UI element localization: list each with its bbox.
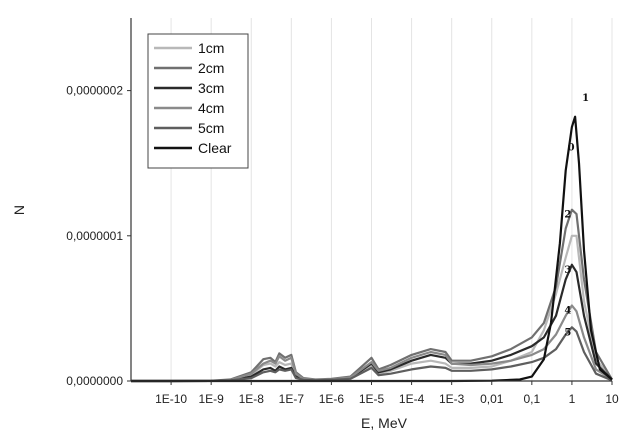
series-line-5cm: [131, 326, 613, 383]
legend-entry: 3cm: [198, 80, 224, 96]
legend-entry: 5cm: [198, 120, 224, 136]
x-tick-label: 1E-9: [198, 392, 224, 406]
x-tick-label: 0,01: [480, 392, 504, 406]
x-tick-label: 1: [569, 392, 576, 406]
x-tick-label: 1E-7: [279, 392, 305, 406]
y-tick-label: 0,0000002: [66, 84, 123, 98]
x-tick-label: 10: [605, 392, 619, 406]
y-axis-title: N: [11, 205, 27, 215]
curve-labels: 2 3 4 5 0 1: [564, 93, 589, 339]
curve-label: 4: [564, 305, 571, 316]
curve-annotation: 1: [582, 93, 589, 104]
series-line-4cm: [131, 304, 613, 383]
legend-entry: 1cm: [198, 40, 224, 56]
axes: 1E-10 1E-9 1E-8 1E-7 1E-6 1E-5 1E-4 1E-3 0,01 0,1…: [66, 18, 619, 406]
x-tick-label: 1E-6: [319, 392, 345, 406]
x-tick-label: 1E-5: [359, 392, 385, 406]
series-line-3cm: [131, 263, 613, 383]
legend-entry: Clear: [198, 140, 232, 156]
legend-box: [147, 33, 249, 169]
curve-label: 3: [564, 265, 571, 276]
x-tick-label: 1E-4: [399, 392, 425, 406]
y-tick-label: 0,0000001: [66, 229, 123, 243]
x-tick-label: 0,1: [523, 392, 540, 406]
curve-label: 5: [564, 327, 571, 338]
x-tick-label: 1E-10: [155, 392, 187, 406]
x-tick-label: 1E-3: [439, 392, 465, 406]
x-tick-label: 1E-8: [239, 392, 265, 406]
curve-label: 2: [564, 210, 571, 221]
series-line-clear: [131, 115, 613, 383]
series-layer: [131, 115, 613, 383]
y-tick-label: 0,0000000: [66, 374, 123, 388]
legend-entry: 2cm: [198, 60, 224, 76]
legend-entry: 4cm: [198, 100, 224, 116]
curve-label: 0: [568, 143, 575, 154]
x-axis-title: E, MeV: [361, 415, 408, 431]
legend: 1cm 2cm 3cm 4cm 5cm Clear: [147, 33, 249, 169]
